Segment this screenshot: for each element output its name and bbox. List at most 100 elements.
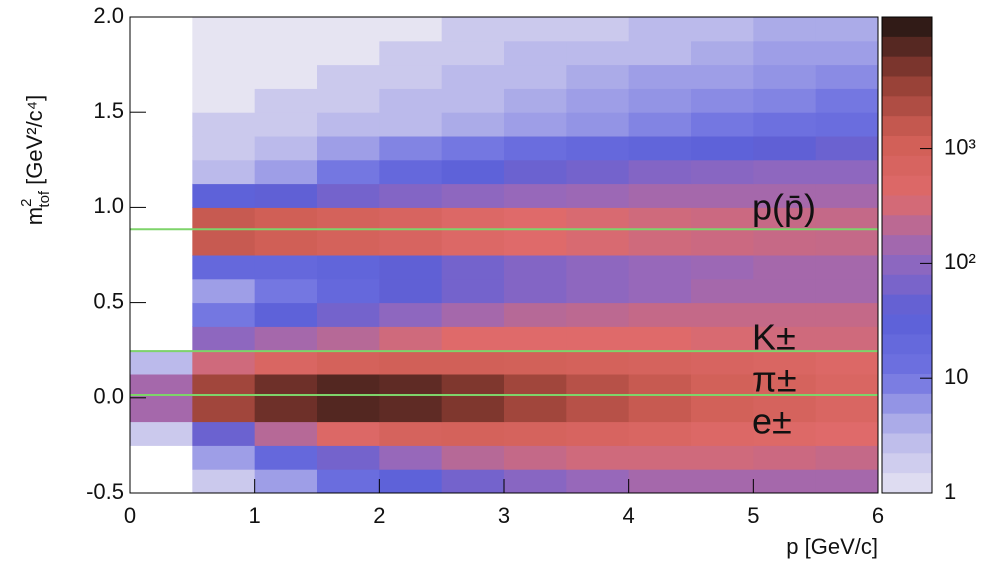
heatmap-cell (628, 397, 692, 423)
heatmap-cell (815, 40, 879, 66)
heatmap-cell (566, 183, 630, 208)
annotation: K± (752, 317, 796, 358)
heatmap-cell (254, 326, 318, 351)
heatmap-cell (691, 40, 754, 66)
heatmap-cell (317, 17, 380, 42)
colorbar-step (882, 294, 932, 315)
colorbar-step (882, 433, 932, 454)
heatmap-cell (192, 183, 256, 208)
heatmap-cell (130, 17, 193, 41)
heatmap-cell (504, 136, 567, 161)
heatmap-cell (254, 255, 318, 280)
heatmap-cell (130, 326, 193, 350)
x-tick-label: 4 (623, 503, 635, 528)
heatmap-cell (379, 231, 443, 256)
heatmap-cell (379, 445, 443, 470)
heatmap-cell (317, 207, 380, 232)
heatmap-cell (441, 350, 505, 375)
heatmap-cell (815, 350, 879, 375)
heatmap-cell (441, 207, 505, 232)
heatmap-cell (504, 17, 567, 42)
heatmap-cell (504, 40, 567, 66)
heatmap-cell (628, 231, 692, 256)
heatmap-cell (317, 421, 380, 446)
heatmap-cell (317, 350, 380, 375)
heatmap (130, 17, 879, 494)
heatmap-cell (815, 278, 879, 304)
colorbar-step (882, 235, 932, 256)
x-tick-label: 6 (872, 503, 884, 528)
heatmap-cell (441, 40, 505, 66)
heatmap-cell (566, 17, 630, 42)
heatmap-cell (130, 421, 193, 446)
heatmap-cell (254, 469, 318, 494)
heatmap-cell (504, 231, 567, 256)
heatmap-cell (254, 40, 318, 66)
heatmap-cell (504, 469, 567, 494)
colorbar-step (882, 473, 932, 494)
heatmap-cell (566, 136, 630, 161)
heatmap-cell (441, 64, 505, 89)
heatmap-cell (441, 469, 505, 494)
annotation: e± (752, 401, 792, 442)
heatmap-cell (379, 278, 443, 304)
heatmap-cell (691, 136, 754, 161)
x-tick-label: 5 (747, 503, 759, 528)
heatmap-cell (628, 421, 692, 446)
heatmap-cell (441, 421, 505, 446)
colorbar-step (882, 155, 932, 177)
heatmap-cell (628, 255, 692, 280)
heatmap-cell (130, 469, 193, 493)
heatmap-cell (317, 302, 380, 327)
heatmap-cell (130, 303, 193, 327)
heatmap-cell (254, 112, 318, 137)
heatmap-cell (691, 350, 754, 375)
x-tick-label: 1 (249, 503, 261, 528)
heatmap-cell (691, 469, 754, 494)
z-tick-label: 1 (944, 479, 956, 504)
heatmap-cell (192, 17, 256, 42)
heatmap-cell (254, 159, 318, 185)
y-label-unit: [GeV²/c⁴] (22, 95, 47, 185)
y-label-sup: 2 (18, 199, 35, 207)
heatmap-cell (441, 397, 505, 423)
heatmap-cell (192, 159, 256, 185)
heatmap-cell (130, 136, 193, 160)
heatmap-cell (691, 17, 754, 42)
heatmap-cell (441, 88, 505, 113)
heatmap-cell (441, 183, 505, 208)
heatmap-cell (317, 183, 380, 208)
heatmap-cell (815, 112, 879, 137)
heatmap-cell (441, 255, 505, 280)
x-tick-label: 2 (373, 503, 385, 528)
heatmap-cell (441, 231, 505, 256)
heatmap-cell (753, 40, 817, 66)
heatmap-cell (753, 112, 817, 137)
heatmap-cell (815, 421, 879, 446)
x-tick-label: 0 (124, 503, 136, 528)
heatmap-cell (753, 445, 817, 470)
colorbar-step (882, 136, 932, 157)
y-tick-label: 0.0 (93, 384, 124, 409)
heatmap-cell (317, 469, 380, 494)
heatmap-cell (753, 136, 817, 161)
heatmap-cell (379, 397, 443, 423)
heatmap-cell (691, 112, 754, 137)
heatmap-cell (130, 160, 193, 184)
y-tick-label: 1.5 (93, 98, 124, 123)
heatmap-cell (691, 183, 754, 208)
heatmap-cell (317, 326, 380, 351)
colorbar-step (882, 175, 932, 196)
colorbar-step (882, 453, 932, 474)
heatmap-cell (566, 40, 630, 66)
heatmap-cell (254, 136, 318, 161)
heatmap-cell (815, 397, 879, 423)
colorbar-step (882, 56, 932, 77)
heatmap-cell (254, 397, 318, 423)
heatmap-cell (504, 302, 567, 327)
heatmap-cell (628, 302, 692, 327)
heatmap-cell (254, 88, 318, 113)
heatmap-cell (192, 231, 256, 256)
heatmap-cell (317, 278, 380, 304)
